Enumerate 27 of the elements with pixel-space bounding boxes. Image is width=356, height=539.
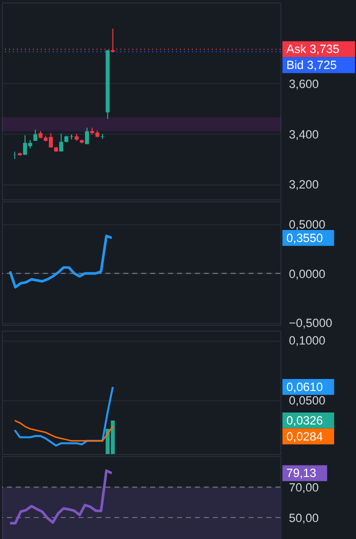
y-tick-label: 50,00 (288, 511, 320, 526)
candlestick (12, 151, 17, 160)
y-tick-label: 3,400 (288, 127, 320, 142)
line-series (8, 234, 114, 289)
y-tick-label: 0,0500 (288, 394, 326, 408)
line-series (14, 386, 114, 447)
y-tick-label: 70,00 (288, 480, 320, 495)
candlestick (85, 127, 89, 145)
y-tick-label: 3,600 (288, 76, 320, 91)
candlestick (100, 133, 104, 140)
candlestick (110, 28, 115, 53)
text: 0,3550 (286, 230, 324, 245)
text: 0,0610 (286, 380, 324, 394)
ref-line-label: Bid 3,725 (286, 58, 338, 72)
y-tick-label: 0,1000 (288, 334, 326, 348)
text: 0,0326 (286, 413, 324, 428)
candlestick (59, 133, 64, 152)
line-series (14, 420, 114, 442)
text: 0,0284 (286, 429, 324, 444)
y-tick-label: −0,5000 (288, 316, 333, 330)
y-tick-label: 0,5000 (288, 218, 326, 232)
y-tick-label: 3,200 (288, 178, 320, 192)
line-series (8, 469, 114, 524)
y-tick-label: 0,0000 (288, 266, 326, 281)
ref-line-label: Ask 3,735 (286, 42, 340, 56)
text: 79,13 (286, 466, 317, 480)
candlestick (33, 129, 38, 142)
